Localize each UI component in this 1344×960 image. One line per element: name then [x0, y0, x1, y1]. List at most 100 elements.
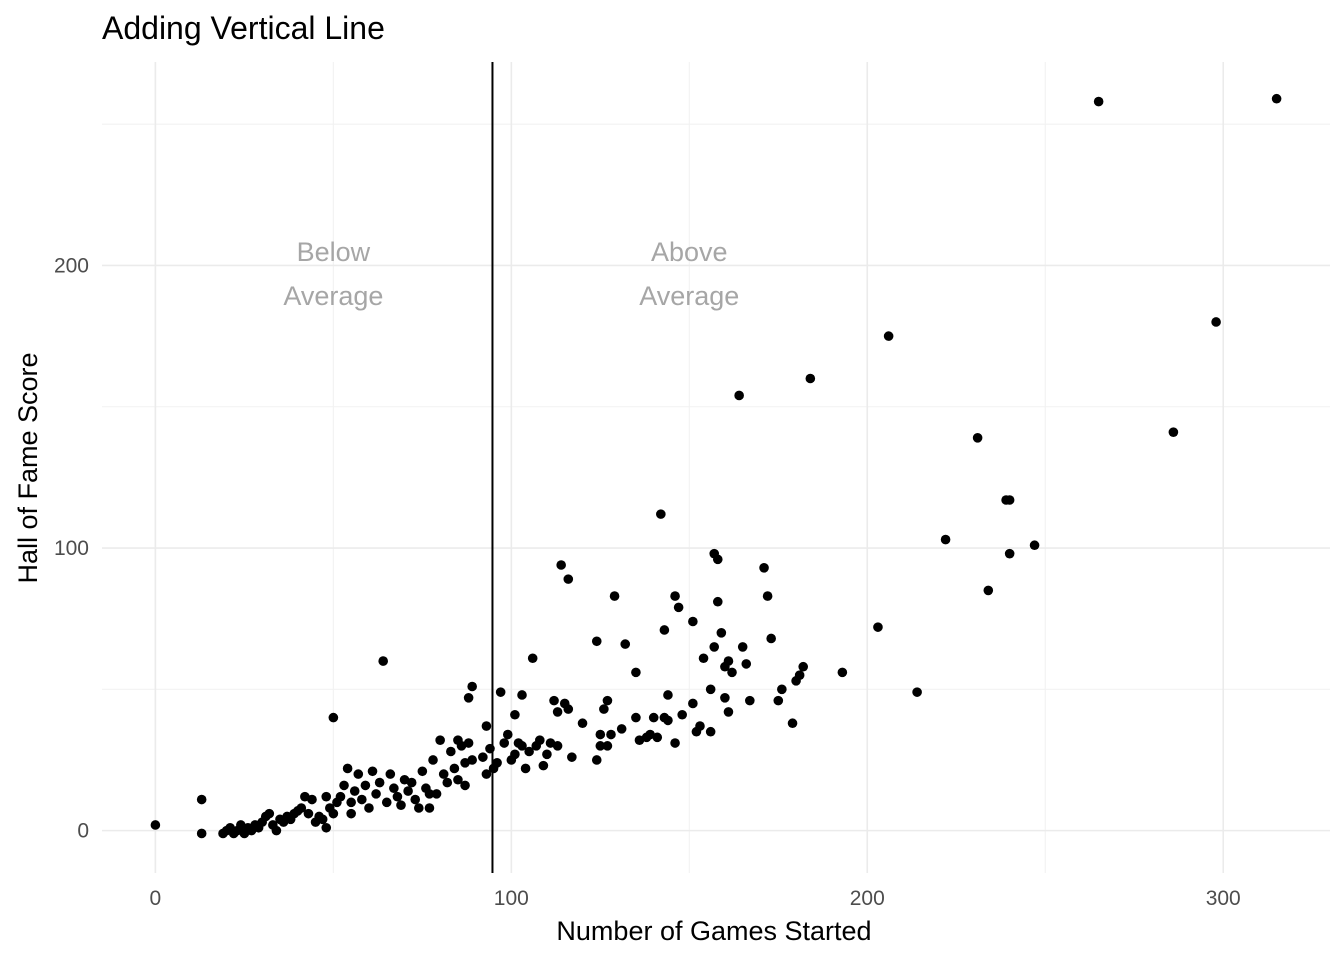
data-point	[535, 735, 545, 745]
data-point	[940, 534, 951, 545]
y-tick-label: 100	[54, 537, 89, 560]
data-point	[492, 757, 502, 768]
data-point	[385, 769, 396, 779]
data-point	[495, 687, 506, 697]
data-point	[510, 709, 520, 720]
data-point	[766, 633, 776, 644]
data-point	[527, 653, 538, 664]
data-point	[196, 794, 207, 805]
data-point	[737, 642, 748, 652]
data-point	[727, 667, 737, 678]
data-point	[481, 721, 492, 731]
data-point	[438, 769, 449, 779]
data-point	[759, 563, 769, 573]
data-point	[463, 693, 474, 703]
data-point	[357, 794, 367, 805]
data-point	[577, 718, 588, 729]
data-point	[712, 596, 723, 607]
data-point	[805, 373, 816, 384]
data-point	[656, 509, 666, 519]
data-point	[520, 763, 531, 774]
data-point	[673, 602, 684, 613]
data-point	[542, 749, 552, 760]
data-point	[150, 820, 161, 830]
data-point	[599, 704, 609, 714]
data-point	[271, 825, 282, 836]
data-point	[371, 789, 381, 799]
data-point	[467, 755, 477, 765]
data-point	[435, 735, 445, 745]
data-point	[381, 797, 392, 808]
data-point	[595, 741, 606, 751]
data-point	[517, 690, 527, 700]
data-point	[762, 591, 773, 601]
data-point	[631, 712, 641, 723]
data-point	[478, 752, 488, 762]
data-point	[396, 800, 406, 810]
x-tick-label: 300	[1206, 887, 1241, 910]
data-point	[773, 695, 784, 706]
data-point	[663, 690, 673, 700]
data-point	[360, 780, 371, 791]
data-point	[502, 729, 513, 740]
data-point	[538, 760, 549, 771]
annotation-line: Average	[283, 281, 383, 311]
data-point	[321, 791, 332, 802]
data-point	[453, 774, 463, 785]
data-point	[321, 822, 332, 833]
data-point	[342, 763, 353, 774]
axis-ticks: 0 100 200 300 0 100 200	[54, 254, 1241, 910]
data-point	[705, 684, 716, 695]
data-point	[1029, 540, 1040, 551]
data-point	[403, 786, 413, 796]
data-point	[424, 803, 435, 813]
data-point	[716, 628, 727, 638]
data-point	[723, 656, 734, 666]
data-point	[335, 791, 346, 802]
data-point	[688, 616, 698, 627]
data-point	[606, 729, 616, 740]
data-point	[616, 724, 627, 734]
y-tick-label: 200	[54, 254, 89, 277]
data-point	[524, 746, 534, 757]
data-point	[339, 780, 349, 791]
data-point	[307, 794, 317, 805]
data-point	[712, 554, 723, 565]
data-point	[1004, 495, 1015, 505]
x-axis-title: Number of Games Started	[556, 916, 871, 946]
data-point	[698, 653, 709, 664]
data-point	[1211, 317, 1221, 327]
data-point	[549, 695, 559, 706]
data-point	[196, 828, 207, 839]
x-tick-label: 200	[850, 887, 885, 910]
data-point	[670, 738, 680, 748]
data-point	[389, 783, 399, 794]
data-point	[602, 695, 613, 706]
data-point	[652, 732, 663, 743]
data-point	[499, 738, 510, 748]
data-point	[349, 786, 360, 796]
annotation-label: Above Average	[639, 237, 739, 311]
data-point	[353, 769, 364, 779]
data-point	[446, 746, 456, 757]
data-point	[659, 625, 670, 635]
data-point	[620, 639, 631, 649]
data-point	[705, 726, 716, 737]
data-point	[1168, 427, 1179, 437]
data-point	[463, 738, 474, 748]
data-point	[709, 642, 720, 652]
data-point	[794, 670, 805, 680]
data-point	[481, 769, 492, 779]
chart-title: Adding Vertical Line	[102, 10, 385, 46]
data-point	[720, 693, 730, 703]
data-point	[631, 667, 641, 678]
data-point	[317, 814, 328, 825]
data-point	[517, 741, 527, 751]
data-point	[552, 741, 563, 751]
scatter-points	[150, 93, 1282, 839]
data-point	[303, 808, 314, 819]
data-point	[406, 777, 417, 788]
data-point	[346, 808, 356, 819]
data-point	[1271, 93, 1282, 104]
data-point	[424, 789, 435, 799]
